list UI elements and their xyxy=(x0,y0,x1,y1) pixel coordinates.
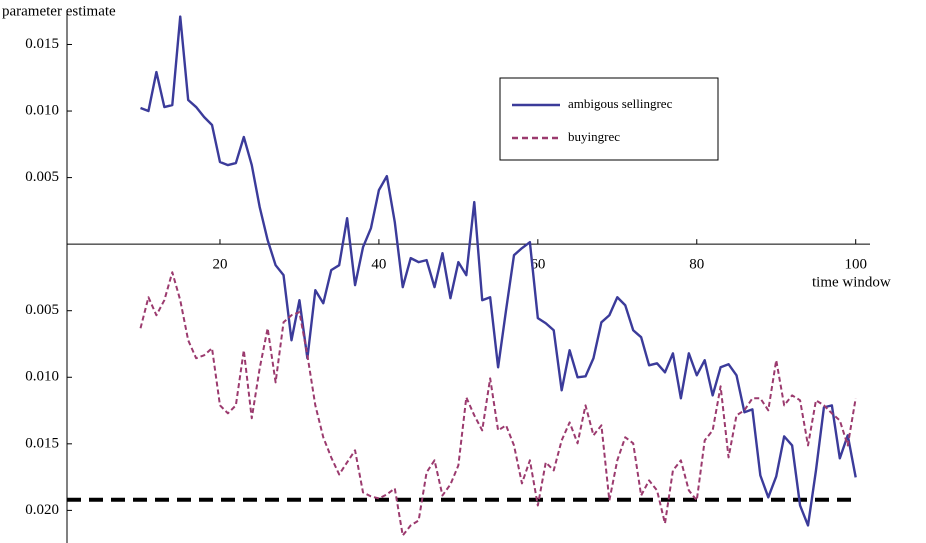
y-tick-label: 0.010 xyxy=(25,369,59,385)
y-tick-label: 0.015 xyxy=(25,36,59,52)
legend-box xyxy=(499,77,719,161)
y-tick-label: 0.005 xyxy=(25,302,59,318)
y-tick-label: 0.005 xyxy=(25,169,59,185)
y-tick-label: 0.010 xyxy=(25,102,59,118)
x-tick-label: 40 xyxy=(371,257,386,273)
series-line xyxy=(140,15,857,527)
x-tick-label: 20 xyxy=(212,257,227,273)
x-axis-label: time window xyxy=(812,274,891,290)
x-tick-label: 80 xyxy=(689,257,704,273)
y-tick-label: 0.020 xyxy=(25,502,59,518)
legend-label: buyingrec xyxy=(568,129,620,144)
y-axis-label: parameter estimate xyxy=(2,3,116,19)
legend-label: ambigous sellingrec xyxy=(568,96,673,111)
x-tick-label: 100 xyxy=(844,257,867,273)
y-tick-label: 0.015 xyxy=(25,435,59,451)
series-line xyxy=(139,271,857,537)
x-tick-label: 60 xyxy=(530,257,545,273)
